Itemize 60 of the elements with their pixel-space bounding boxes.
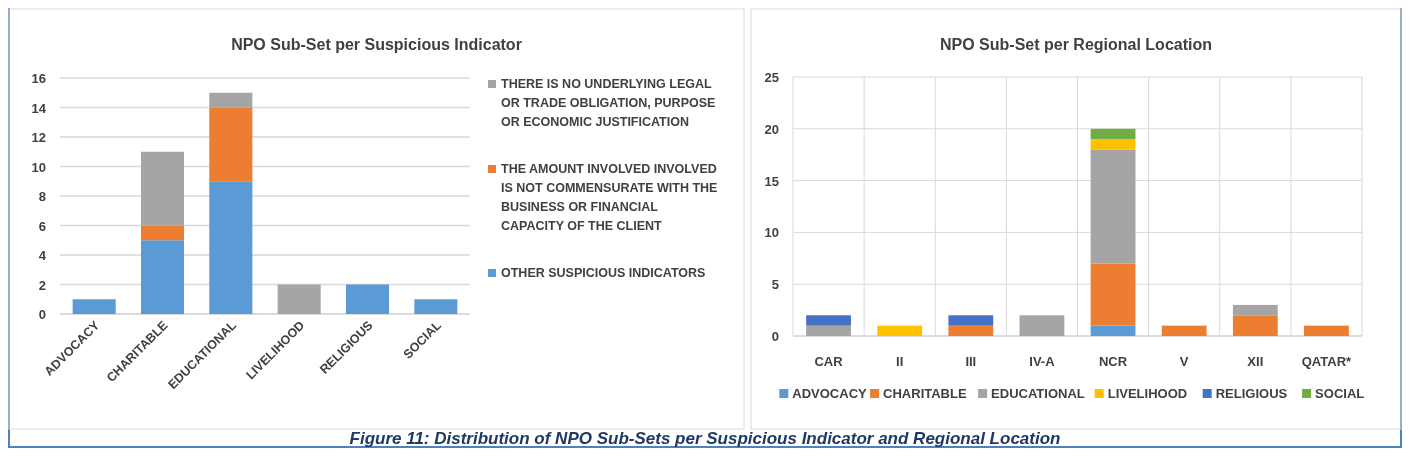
x-tick-label: V — [1179, 354, 1189, 369]
bar — [1090, 149, 1136, 264]
legend-label: RELIGIOUS — [1215, 386, 1288, 401]
bar — [948, 315, 994, 326]
x-tick-label: XII — [1247, 354, 1264, 369]
bar — [877, 325, 923, 336]
y-tick-label: 0 — [771, 329, 779, 344]
legend-label: EDUCATIONAL — [991, 386, 1085, 401]
bar — [140, 240, 185, 314]
x-tick-label: II — [896, 354, 904, 369]
y-tick-label: 6 — [38, 218, 46, 234]
bar — [1304, 325, 1349, 336]
legend-label: OTHER SUSPICIOUS INDICATORS — [501, 266, 706, 280]
legend-label: CHARITABLE — [883, 386, 967, 401]
bar — [1090, 139, 1136, 150]
y-tick-label: 20 — [764, 121, 779, 137]
bar — [1090, 263, 1136, 326]
y-tick-label: 0 — [38, 307, 46, 322]
y-tick-label: 15 — [764, 173, 779, 189]
bar — [1019, 315, 1065, 336]
bar — [140, 225, 185, 241]
legend-label: ADVOCACY — [792, 386, 868, 401]
x-tick-label: III — [965, 354, 977, 369]
y-tick-label: 8 — [38, 189, 46, 204]
bar — [1232, 315, 1278, 336]
bar — [140, 151, 185, 226]
y-tick-label: 5 — [771, 277, 779, 293]
y-tick-label: 12 — [31, 130, 46, 145]
chart-title: NPO Sub-Set per Suspicious Indicator — [231, 36, 522, 53]
bar — [414, 299, 458, 314]
bar — [948, 325, 994, 336]
y-tick-label: 14 — [31, 100, 47, 116]
bar — [806, 315, 851, 326]
y-tick-label: 10 — [764, 225, 779, 241]
legend-label: THE AMOUNT INVOLVED INVOLVED IS NOT COMMENSURATE WITH THE BUSINESS OR FINANCIAL CAPACITY OF THE CLIENT — [501, 162, 718, 233]
bar — [209, 107, 253, 182]
x-tick-label: IV-A — [1029, 354, 1056, 369]
bar — [277, 284, 321, 314]
x-tick-label: QATAR* — [1301, 354, 1353, 369]
y-tick-label: 2 — [38, 277, 46, 293]
caption: Figure 11: Distribution of NPO Sub-Sets per Suspicious Indicator and Regional Location — [349, 429, 1061, 448]
legend-label: THERE IS NO UNDERLYING LEGAL OR TRADE OBLIGATION, PURPOSE OR ECONOMIC JUSTIFICATION — [501, 77, 716, 129]
y-tick-label: 4 — [38, 248, 47, 263]
bar — [1090, 128, 1136, 140]
bar — [806, 325, 851, 336]
bar — [209, 181, 253, 314]
chart-title: NPO Sub-Set per Regional Location — [939, 36, 1213, 53]
x-tick-label: CAR — [814, 354, 844, 369]
y-tick-label: 16 — [31, 71, 46, 86]
y-tick-label: 25 — [764, 70, 779, 85]
x-tick-label: NCR — [1098, 354, 1128, 369]
y-tick-label: 10 — [31, 159, 46, 175]
bar — [72, 299, 116, 314]
legend-label: LIVELIHOOD — [1107, 386, 1188, 401]
legend-label: SOCIAL — [1315, 386, 1365, 401]
bar — [1232, 304, 1278, 316]
bar — [1161, 325, 1207, 336]
bar — [1090, 325, 1136, 336]
bar — [209, 92, 253, 108]
bar — [345, 284, 390, 314]
